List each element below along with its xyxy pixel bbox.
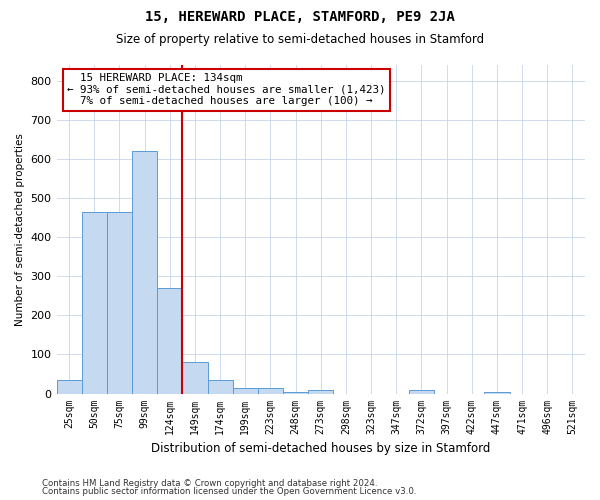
- Text: Contains public sector information licensed under the Open Government Licence v3: Contains public sector information licen…: [42, 487, 416, 496]
- Bar: [208, 380, 233, 394]
- Bar: [258, 388, 283, 394]
- Bar: [107, 212, 132, 394]
- Text: 15, HEREWARD PLACE, STAMFORD, PE9 2JA: 15, HEREWARD PLACE, STAMFORD, PE9 2JA: [145, 10, 455, 24]
- Bar: [132, 151, 157, 394]
- Bar: [233, 388, 258, 394]
- Y-axis label: Number of semi-detached properties: Number of semi-detached properties: [15, 133, 25, 326]
- Bar: [484, 392, 509, 394]
- Bar: [283, 392, 308, 394]
- Bar: [157, 288, 182, 394]
- Bar: [308, 390, 334, 394]
- Bar: [409, 390, 434, 394]
- Bar: [182, 362, 208, 394]
- Bar: [56, 380, 82, 394]
- Text: Size of property relative to semi-detached houses in Stamford: Size of property relative to semi-detach…: [116, 32, 484, 46]
- Text: 15 HEREWARD PLACE: 134sqm
← 93% of semi-detached houses are smaller (1,423)
  7%: 15 HEREWARD PLACE: 134sqm ← 93% of semi-…: [67, 73, 386, 106]
- X-axis label: Distribution of semi-detached houses by size in Stamford: Distribution of semi-detached houses by …: [151, 442, 490, 455]
- Text: Contains HM Land Registry data © Crown copyright and database right 2024.: Contains HM Land Registry data © Crown c…: [42, 478, 377, 488]
- Bar: [82, 212, 107, 394]
